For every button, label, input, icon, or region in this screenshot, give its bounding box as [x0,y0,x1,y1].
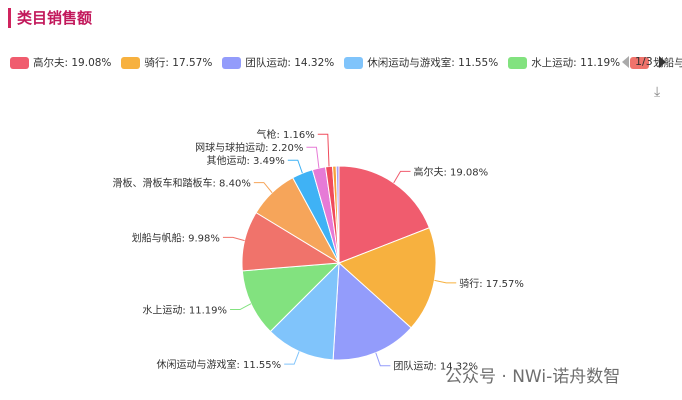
legend-item[interactable]: 骑行: 17.57% [121,55,212,70]
pie-slice[interactable] [269,261,340,361]
data-label: 划船与帆船: 9.98% [132,231,220,244]
legend-pager: 1/3 [622,55,666,68]
legend-label: 团队运动: 14.32% [245,57,335,69]
legend-swatch [508,56,528,69]
legend-label: 骑行: 17.57% [144,57,213,69]
data-label: 其他运动: 3.49% [206,154,284,167]
legend-swatch [630,56,650,69]
label-leader-line [375,352,391,367]
legend-next-button[interactable] [658,55,666,68]
label-leader-line [284,351,300,365]
label-leader-line [230,303,252,311]
watermark: 公众号 · NWi-诺舟数智 [445,367,621,387]
data-label: 网球与球拍运动: 2.20% [195,141,303,154]
data-label: 团队运动: 14.32% [393,360,478,373]
label-leader-line [393,170,411,184]
data-label: 气枪: 1.16% [256,128,314,141]
data-label: 高尔夫: 19.08% [413,165,488,178]
legend-label: 水上运动: 11.19% [531,57,621,69]
legend-label: 休闲运动与游戏室: 11.55% [367,57,499,69]
data-label: 滑板、滑板车和踏板车: 8.40% [113,177,251,190]
pie-slice[interactable] [241,262,341,333]
label-leader-line [222,236,245,242]
label-leader-line [287,159,303,174]
chart-title: 类目销售额 [8,8,92,28]
legend-item[interactable]: 休闲运动与游戏室: 11.55% [344,55,498,70]
label-leader-line [434,279,457,284]
pie-slice[interactable] [338,165,431,264]
label-leader-line [317,133,330,167]
data-label: 骑行: 17.57% [459,277,524,290]
legend-item[interactable]: 团队运动: 14.32% [222,55,334,70]
legend-item[interactable]: 水上运动: 11.19% [508,55,620,70]
data-label: 休闲运动与游戏室: 11.55% [156,358,281,371]
label-leader-line [253,182,273,194]
legend-page: 1/3 [635,55,653,68]
legend: 高尔夫: 19.08% 骑行: 17.57% 团队运动: 14.32% 休闲运动与游戏… [10,55,682,70]
download-icon[interactable]: ⤓ [654,84,661,100]
legend-prev-button[interactable] [622,55,629,68]
legend-label: 高尔夫: 19.08% [33,57,112,69]
legend-swatch [344,56,364,69]
pie-slice[interactable] [335,165,340,264]
legend-swatch [121,56,141,69]
data-label: 水上运动: 11.19% [142,305,227,317]
legend-swatch [10,56,29,69]
legend-swatch [222,56,242,69]
legend-item[interactable]: 高尔夫: 19.08% [10,55,111,70]
label-leader-line [306,146,320,169]
pie-slice[interactable] [332,261,412,361]
